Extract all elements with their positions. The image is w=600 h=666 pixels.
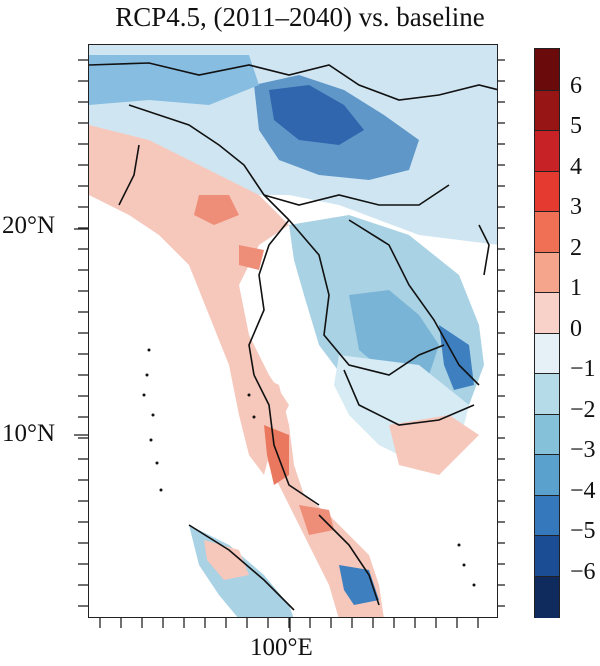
lat-label-10n: 10°N <box>2 420 56 447</box>
colorbar <box>534 48 560 618</box>
land-region-red-spot-1 <box>194 195 239 225</box>
colorbar-label: 0 <box>570 315 582 342</box>
colorbar-segment <box>535 413 559 456</box>
colorbar-segment <box>535 49 559 90</box>
colorbar-segment <box>535 575 559 618</box>
temperature-anomaly-map <box>89 45 497 617</box>
colorbar-label: 6 <box>570 72 582 99</box>
colorbar-segment <box>535 454 559 496</box>
country-borders <box>89 62 497 611</box>
colorbar-segment <box>535 494 559 537</box>
map-panel <box>88 44 498 618</box>
colorbar-label: −2 <box>570 396 596 423</box>
colorbar-segment <box>535 251 559 294</box>
colorbar-segment <box>535 332 559 375</box>
land-region-indochina-mid <box>349 290 439 375</box>
colorbar-label: −3 <box>570 437 596 463</box>
colorbar-label: 5 <box>570 113 582 139</box>
colorbar-label: 3 <box>570 194 582 220</box>
colorbar-label: 4 <box>570 153 582 180</box>
colorbar-segment <box>535 170 559 213</box>
land-region-mekong-pink <box>389 415 479 475</box>
lon-label-100e: 100°E <box>250 634 313 661</box>
colorbar-segment <box>535 373 559 415</box>
colorbar-label: −1 <box>570 356 596 382</box>
colorbar-segment <box>535 89 559 132</box>
colorbar-segment <box>535 130 559 172</box>
lat-label-20n: 20°N <box>2 212 56 239</box>
colorbar-label: 1 <box>570 275 582 301</box>
colorbar-label: 2 <box>570 234 582 261</box>
colorbar-segment <box>535 292 559 334</box>
colorbar-label: −5 <box>570 518 596 544</box>
land-region-red-spot-2 <box>239 245 264 270</box>
land-region-northwest <box>89 55 259 105</box>
coast-islands <box>142 348 476 587</box>
land-region-peninsula-red-2 <box>299 505 334 535</box>
land-region-vietnam-dark <box>439 325 474 390</box>
colorbar-segment <box>535 211 559 253</box>
land-region-central-pink <box>89 125 289 475</box>
colorbar-segment <box>535 535 559 577</box>
colorbar-label: −6 <box>570 558 596 585</box>
land-region-sumatra-pink <box>204 540 249 580</box>
land-region-yunnan-core <box>269 85 364 145</box>
colorbar-label: −4 <box>570 477 596 504</box>
map-title: RCP4.5, (2011–2040) vs. baseline <box>115 2 485 32</box>
